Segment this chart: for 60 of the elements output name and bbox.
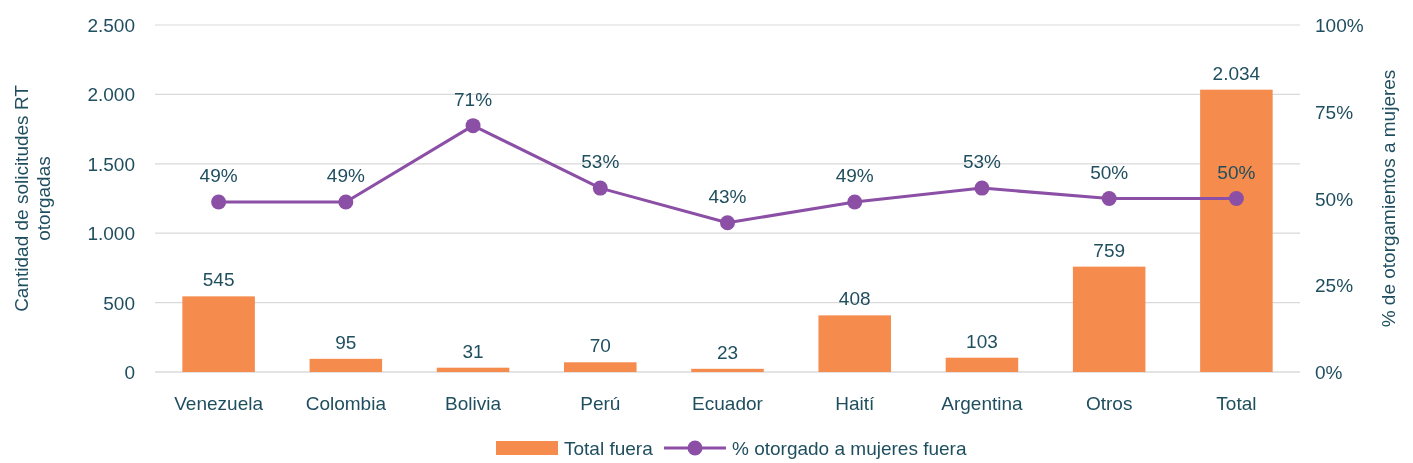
x-tick-label: Argentina bbox=[941, 393, 1024, 414]
y2-tick-label: 100% bbox=[1315, 15, 1364, 36]
y-tick-label: 500 bbox=[103, 292, 135, 314]
point bbox=[1101, 191, 1117, 206]
point bbox=[1228, 191, 1244, 206]
bar bbox=[1072, 266, 1146, 372]
bar bbox=[945, 357, 1019, 372]
bar bbox=[436, 367, 510, 372]
x-tick-label: Haití bbox=[835, 393, 875, 414]
data-label: 50% bbox=[1090, 161, 1129, 183]
point bbox=[465, 118, 481, 134]
data-label: 2.034 bbox=[1212, 62, 1261, 84]
legend-label: % otorgado a mujeres fuera bbox=[732, 438, 967, 459]
x-tick-label: Venezuela bbox=[174, 393, 264, 414]
data-label: 545 bbox=[202, 269, 235, 291]
y2-tick-label: 75% bbox=[1315, 101, 1354, 123]
point bbox=[974, 180, 990, 196]
data-label: 103 bbox=[966, 330, 998, 352]
data-label: 53% bbox=[581, 151, 620, 173]
x-tick-label: Perú bbox=[580, 393, 621, 414]
x-tick-label: Bolivia bbox=[445, 393, 502, 414]
point bbox=[720, 215, 735, 231]
y2-axis-title: % de otorgamientos a mujeres bbox=[1378, 69, 1399, 328]
data-label: 49% bbox=[326, 164, 365, 186]
bar bbox=[182, 296, 255, 372]
data-label: 50% bbox=[1217, 161, 1256, 183]
point bbox=[211, 194, 227, 210]
data-label: 71% bbox=[454, 88, 493, 110]
data-label: 23 bbox=[716, 341, 739, 363]
point bbox=[338, 194, 354, 210]
y2-tick-label: 50% bbox=[1315, 188, 1354, 210]
bar bbox=[818, 315, 891, 372]
data-label: 49% bbox=[835, 164, 874, 186]
data-label: 70 bbox=[589, 335, 611, 357]
y2-tick-label: 0% bbox=[1315, 362, 1343, 383]
bar bbox=[309, 358, 383, 372]
y-tick-label: 1.000 bbox=[87, 223, 135, 245]
y-tick-label: 2.500 bbox=[87, 15, 135, 36]
x-tick-label: Ecuador bbox=[692, 393, 764, 414]
bar bbox=[564, 362, 637, 372]
point bbox=[847, 194, 863, 210]
data-label: 31 bbox=[462, 340, 484, 362]
y-tick-label: 0 bbox=[124, 362, 135, 383]
y-axis-title: Cantidad de solicitudes RT otorgadas bbox=[11, 84, 54, 312]
legend-label: Total fuera bbox=[564, 438, 654, 459]
data-label: 95 bbox=[335, 331, 357, 353]
data-label: 43% bbox=[708, 185, 747, 207]
x-tick-label: Total bbox=[1216, 393, 1257, 414]
point bbox=[592, 180, 608, 196]
data-label: 759 bbox=[1093, 239, 1126, 261]
x-tick-label: Colombia bbox=[305, 393, 387, 414]
y-tick-label: 1.500 bbox=[87, 153, 135, 175]
y2-tick-label: 25% bbox=[1315, 275, 1354, 297]
data-label: 49% bbox=[199, 164, 238, 186]
y-tick-label: 2.000 bbox=[87, 84, 135, 106]
data-label: 53% bbox=[962, 151, 1002, 173]
bar bbox=[1200, 89, 1273, 372]
bar bbox=[691, 368, 764, 372]
data-label: 408 bbox=[838, 288, 871, 310]
x-tick-label: Otros bbox=[1085, 393, 1133, 414]
